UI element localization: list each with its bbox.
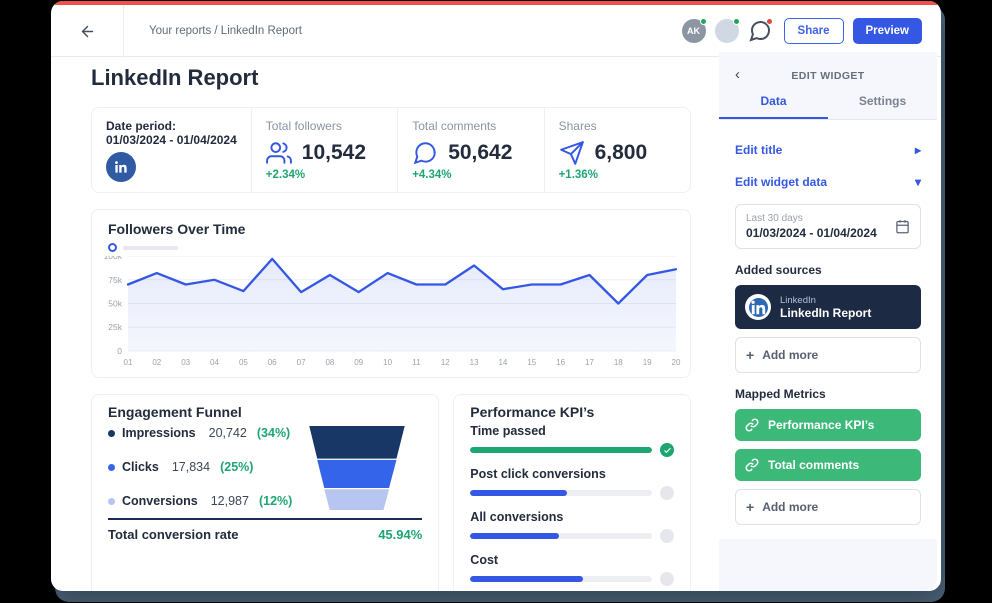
svg-text:15: 15 — [527, 358, 536, 367]
svg-text:09: 09 — [354, 358, 363, 367]
svg-text:18: 18 — [614, 358, 623, 367]
svg-text:08: 08 — [325, 358, 334, 367]
svg-text:05: 05 — [239, 358, 248, 367]
svg-text:50k: 50k — [108, 299, 122, 309]
svg-text:100k: 100k — [104, 256, 123, 261]
svg-text:17: 17 — [585, 358, 594, 367]
svg-text:10: 10 — [383, 358, 392, 367]
svg-text:14: 14 — [498, 358, 507, 367]
svg-text:01: 01 — [124, 358, 133, 367]
svg-text:16: 16 — [556, 358, 565, 367]
svg-text:12: 12 — [441, 358, 450, 367]
svg-text:75k: 75k — [108, 275, 122, 285]
svg-text:07: 07 — [297, 358, 306, 367]
svg-text:20: 20 — [672, 358, 681, 367]
svg-text:03: 03 — [181, 358, 190, 367]
svg-text:04: 04 — [210, 358, 219, 367]
svg-text:19: 19 — [643, 358, 652, 367]
svg-text:06: 06 — [268, 358, 277, 367]
svg-text:13: 13 — [470, 358, 479, 367]
svg-text:0: 0 — [117, 346, 122, 356]
svg-text:02: 02 — [152, 358, 161, 367]
svg-text:11: 11 — [412, 358, 421, 367]
svg-text:25k: 25k — [108, 322, 122, 332]
